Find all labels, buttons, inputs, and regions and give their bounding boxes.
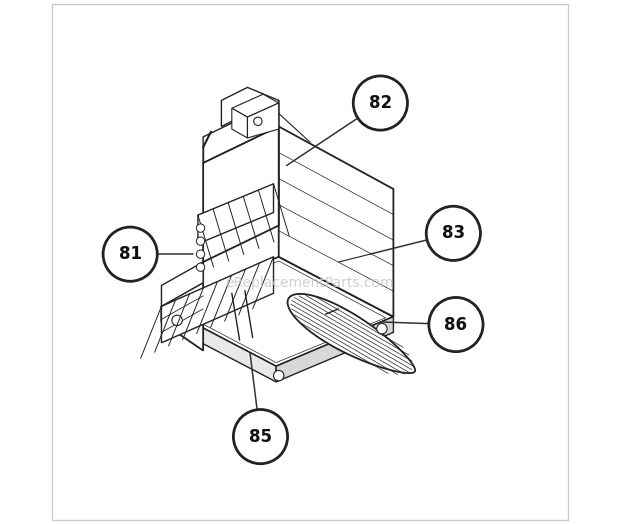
Circle shape — [429, 298, 483, 352]
Text: 85: 85 — [249, 428, 272, 445]
Polygon shape — [161, 262, 203, 307]
Circle shape — [353, 76, 407, 130]
Text: eReplacementParts.com: eReplacementParts.com — [226, 276, 394, 290]
Circle shape — [103, 227, 157, 281]
Circle shape — [197, 237, 205, 245]
Polygon shape — [161, 257, 273, 343]
Text: 82: 82 — [369, 94, 392, 112]
Circle shape — [273, 370, 284, 381]
Circle shape — [233, 409, 288, 464]
Polygon shape — [279, 126, 394, 316]
Text: 83: 83 — [442, 224, 465, 242]
Polygon shape — [232, 94, 279, 117]
Polygon shape — [276, 316, 394, 382]
Polygon shape — [161, 257, 394, 366]
Circle shape — [197, 224, 205, 232]
Circle shape — [172, 315, 182, 325]
Polygon shape — [161, 262, 203, 351]
Polygon shape — [161, 307, 276, 382]
Circle shape — [197, 263, 205, 271]
Text: 86: 86 — [445, 315, 467, 334]
Circle shape — [377, 323, 387, 334]
Polygon shape — [221, 88, 279, 126]
Polygon shape — [232, 108, 247, 138]
Polygon shape — [247, 103, 279, 138]
Circle shape — [197, 250, 205, 258]
Circle shape — [254, 117, 262, 125]
Circle shape — [426, 206, 481, 260]
Polygon shape — [203, 126, 279, 262]
Polygon shape — [203, 101, 279, 163]
Polygon shape — [288, 294, 415, 373]
Polygon shape — [198, 184, 273, 244]
Text: 81: 81 — [118, 245, 142, 263]
